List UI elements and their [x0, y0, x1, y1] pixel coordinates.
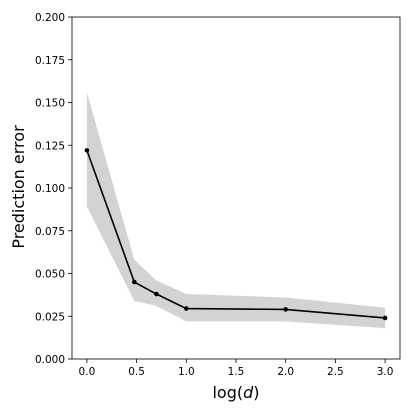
x-axis-label-variable: d — [243, 383, 254, 402]
y-tick-label: 0.050 — [35, 269, 65, 281]
x-tick-label: 2.0 — [277, 366, 294, 378]
x-tick-label: 0.5 — [128, 366, 145, 378]
x-tick-label: 0.0 — [79, 366, 96, 378]
y-tick-label: 0.025 — [35, 311, 65, 323]
data-point — [283, 307, 288, 312]
data-point — [84, 148, 90, 153]
y-tick-label: 0.175 — [35, 55, 65, 67]
data-point — [154, 291, 159, 297]
x-tick-label: 1.0 — [178, 366, 195, 378]
y-axis-ticks: 0.000 0.025 0.050 0.075 0.100 0.125 0.150 0.175… — [35, 12, 72, 366]
x-tick-label: 3.0 — [377, 366, 394, 378]
x-tick-label: 1.5 — [228, 366, 245, 378]
y-tick-label: 0.075 — [35, 226, 65, 238]
data-point — [382, 315, 388, 321]
series-line — [86, 150, 386, 319]
y-tick-label: 0.000 — [35, 354, 65, 366]
series-line-layer — [86, 150, 386, 319]
y-tick-label: 0.125 — [35, 140, 65, 152]
confidence-band-layer — [86, 92, 386, 329]
y-tick-label: 0.200 — [35, 12, 65, 24]
y-tick-label: 0.100 — [35, 183, 65, 195]
confidence-band — [86, 92, 386, 329]
y-axis-label: Prediction error — [9, 125, 28, 249]
x-tick-label: 2.5 — [327, 366, 344, 378]
x-axis-label-suffix: ) — [253, 383, 259, 402]
y-tick-label: 0.150 — [35, 98, 65, 110]
x-axis-ticks: 0.0 0.5 1.0 1.5 2.0 2.5 3.0 — [79, 359, 394, 378]
data-point — [132, 279, 137, 285]
data-point-layer — [84, 148, 388, 321]
data-point — [184, 306, 189, 311]
x-axis-label-prefix: log( — [212, 383, 243, 402]
x-axis-label: log(d) — [212, 383, 259, 402]
